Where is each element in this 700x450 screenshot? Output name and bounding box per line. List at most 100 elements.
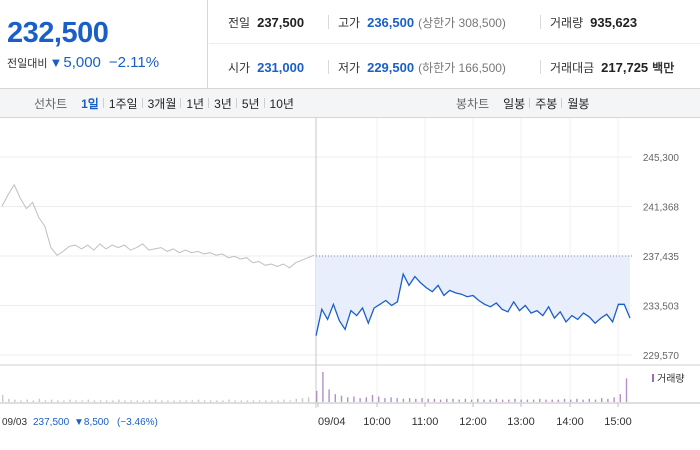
stat-label: 시가: [228, 60, 251, 75]
current-price: 232,500: [7, 17, 109, 49]
volume-bar: [625, 378, 628, 402]
prev-day-close: 237,500: [33, 417, 70, 428]
volume-bar: [396, 398, 398, 402]
prev-day-change: ▼8,500: [74, 417, 109, 428]
period-3m[interactable]: 3개월: [141, 95, 182, 112]
stat-trade-amount: 거래대금 217,725 백만: [550, 45, 674, 89]
volume-bar: [489, 399, 491, 402]
divider: [540, 60, 541, 74]
volume-bar: [154, 399, 157, 402]
volume-bar: [81, 400, 83, 402]
volume-bar: [185, 400, 187, 402]
volume-bar: [136, 400, 138, 402]
today-series: [315, 255, 632, 336]
stat-label: 저가: [338, 60, 361, 75]
volume-bar: [588, 398, 590, 402]
x-tick-label: 10:00: [363, 416, 391, 428]
stat-high: 고가 236,500 (상한가 308,500): [338, 0, 506, 44]
volume-bar: [378, 396, 380, 402]
volume-bar: [161, 400, 163, 402]
divider: [328, 15, 329, 29]
down-arrow-icon: ▼: [49, 55, 63, 70]
candle-monthly[interactable]: 월봉: [561, 95, 594, 112]
y-tick-label: 237,435: [643, 252, 680, 263]
volume-bar: [495, 398, 498, 402]
volume-bar: [93, 400, 96, 402]
volume-bar: [576, 398, 578, 402]
volume-bar: [526, 399, 529, 402]
stat-value: 217,725: [601, 59, 649, 75]
volume-bar: [557, 399, 559, 402]
stat-prev-close: 전일 237,500: [228, 0, 304, 44]
volume-bar: [191, 400, 193, 402]
volume-bar: [142, 400, 145, 402]
candle-daily[interactable]: 일봉: [503, 97, 526, 111]
volume-bar: [301, 398, 304, 402]
volume-bar: [57, 400, 59, 402]
period-1y[interactable]: 1년: [180, 95, 209, 112]
volume-bar: [539, 398, 541, 402]
volume-bar: [402, 398, 405, 402]
volume-bar: [234, 400, 236, 402]
volume-bar: [446, 398, 448, 402]
volume-bar: [594, 399, 597, 402]
volume-bar: [464, 398, 467, 402]
volume-bar: [295, 398, 297, 402]
stat-open: 시가 231,000: [228, 45, 304, 89]
x-tick-label: 15:00: [604, 416, 632, 428]
volume-bar: [582, 399, 584, 402]
volume-bar: [44, 400, 47, 402]
stat-unit: 백만: [652, 60, 675, 75]
volume-bars: [2, 372, 628, 402]
volume-bar: [508, 399, 510, 402]
volume-bar: [452, 398, 454, 402]
period-1d[interactable]: 1일: [81, 97, 99, 111]
stat-value: 935,623: [590, 14, 638, 30]
volume-bar: [99, 400, 102, 402]
divider: [328, 60, 329, 74]
volume-bar: [283, 399, 285, 402]
prev-day-line: [1, 183, 315, 269]
period-10y[interactable]: 10년: [263, 95, 299, 112]
x-tick-label: 13:00: [507, 416, 535, 428]
volume-bar: [32, 400, 34, 402]
volume-bar: [148, 400, 151, 402]
quote-summary: 232,500 전일대비 ▼ 5,000 −2.11% 전일 237,500 고…: [0, 0, 700, 89]
volume-bar: [477, 398, 479, 402]
change-label: 전일대비: [7, 57, 48, 70]
volume-bar: [307, 397, 310, 402]
volume-bar: [483, 399, 485, 402]
volume-bar: [271, 400, 273, 402]
chart-toolbar: 선차트 1일 1주일 3개월 1년 3년 5년 10년 봉차트 일봉 주봉 월봉: [0, 89, 700, 118]
volume-bar: [601, 398, 603, 402]
volume-bar: [222, 400, 224, 402]
volume-bar: [408, 398, 411, 402]
volume-bar: [421, 398, 423, 402]
period-3y[interactable]: 3년: [208, 95, 237, 112]
volume-bar: [545, 399, 547, 402]
volume-bar: [334, 394, 336, 402]
volume-bar: [365, 397, 367, 402]
volume-bar: [458, 399, 460, 402]
x-tick-label: 14:00: [556, 416, 584, 428]
stat-value: 229,500: [367, 59, 415, 75]
y-tick-label: 233,503: [643, 302, 680, 313]
volume-bar: [50, 399, 53, 402]
stat-low: 저가 229,500 (하한가 166,500): [338, 45, 506, 89]
x-axis: 09/04 10:00 11:00 12:00 13:00 14:00 15:00: [317, 403, 632, 428]
volume-bar: [228, 399, 230, 402]
volume-bar: [118, 399, 120, 402]
period-1w[interactable]: 1주일: [102, 95, 143, 112]
volume-bar: [427, 398, 429, 402]
change-amount: 5,000: [63, 54, 101, 71]
prev-day-series: [1, 183, 315, 269]
price-chart: 245,300 241,368 237,435 233,503 229,570 09/0…: [0, 118, 700, 450]
volume-bar: [347, 397, 349, 402]
volume-bar: [322, 372, 324, 402]
stats-row-1: 전일 237,500 고가 236,500 (상한가 308,500) 거래량 …: [209, 0, 700, 44]
y-axis-labels: 245,300 241,368 237,435 233,503 229,570: [643, 153, 680, 362]
candle-weekly[interactable]: 주봉: [529, 95, 562, 112]
stat-volume: 거래량 935,623: [550, 0, 637, 44]
volume-bar: [14, 399, 16, 402]
period-5y[interactable]: 5년: [235, 95, 265, 112]
